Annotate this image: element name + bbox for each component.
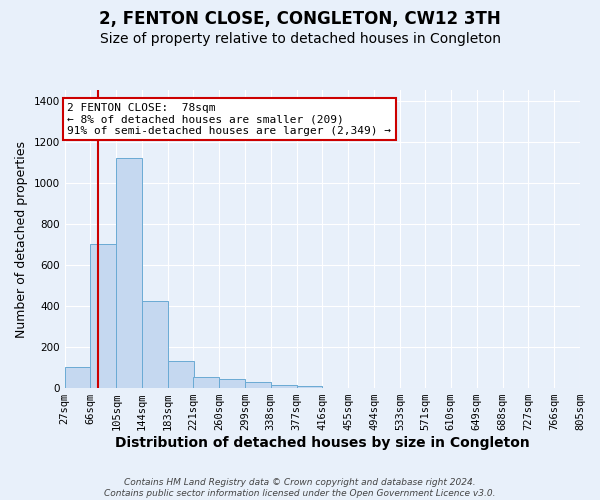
Text: Size of property relative to detached houses in Congleton: Size of property relative to detached ho…: [100, 32, 500, 46]
X-axis label: Distribution of detached houses by size in Congleton: Distribution of detached houses by size …: [115, 436, 530, 450]
Bar: [116, 158, 142, 388]
Text: Contains HM Land Registry data © Crown copyright and database right 2024.
Contai: Contains HM Land Registry data © Crown c…: [104, 478, 496, 498]
Bar: [142, 301, 168, 388]
Y-axis label: Number of detached properties: Number of detached properties: [15, 141, 28, 338]
Bar: [296, 386, 322, 388]
Bar: [193, 377, 219, 388]
Bar: [168, 362, 194, 388]
Bar: [65, 366, 91, 388]
Bar: [271, 385, 296, 388]
Bar: [245, 382, 271, 388]
Text: 2 FENTON CLOSE:  78sqm
← 8% of detached houses are smaller (209)
91% of semi-det: 2 FENTON CLOSE: 78sqm ← 8% of detached h…: [67, 102, 391, 136]
Text: 2, FENTON CLOSE, CONGLETON, CW12 3TH: 2, FENTON CLOSE, CONGLETON, CW12 3TH: [99, 10, 501, 28]
Bar: [91, 244, 116, 388]
Bar: [219, 379, 245, 388]
